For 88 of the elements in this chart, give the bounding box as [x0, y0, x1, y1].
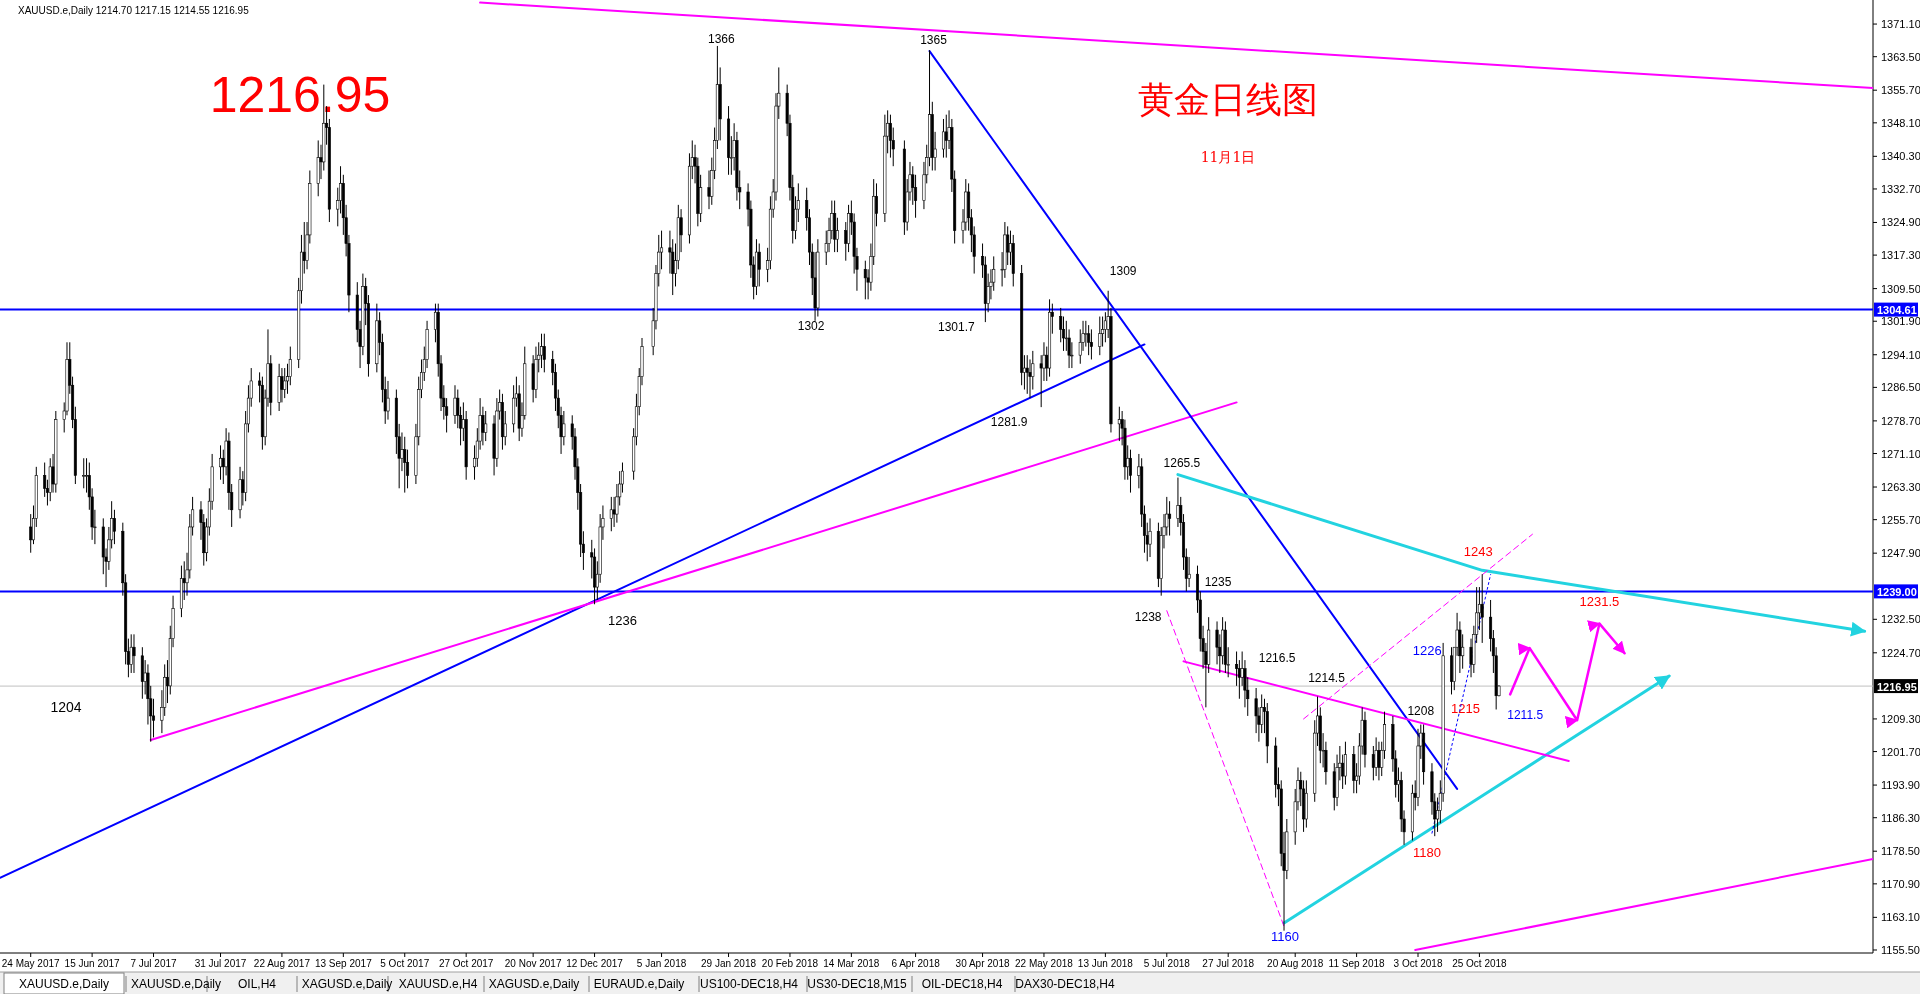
x-tick-label: 27 Jul 2018: [1202, 958, 1255, 969]
y-tick-label: 1201.70: [1881, 745, 1920, 758]
annotation: 1208: [1407, 703, 1435, 718]
x-tick-label: 12 Dec 2017: [566, 958, 624, 969]
y-tick-label: 1224.70: [1881, 646, 1920, 659]
y-tick-label: 1371.10: [1881, 18, 1920, 31]
y-tick-label: 1309.50: [1881, 282, 1920, 295]
x-tick-label: 11 Sep 2018: [1328, 958, 1386, 969]
annotation: 1366: [708, 31, 736, 46]
text: XAUUSD.e,H4: [398, 977, 478, 991]
x-tick-label: 13 Sep 2017: [314, 958, 373, 969]
y-tick-label: 1332.70: [1881, 182, 1920, 195]
x-tick-label: 22 Aug 2017: [253, 958, 311, 969]
annotation: 1281.9: [990, 415, 1028, 430]
y-tick-label: 1263.30: [1881, 481, 1920, 494]
x-tick-label: 5 Oct 2017: [380, 958, 430, 969]
text: US100-DEC18,H4: [699, 977, 799, 991]
x-tick-label: 6 Apr 2018: [891, 958, 941, 969]
annotation: 1309: [1109, 263, 1137, 278]
y-tick-label: 1178.50: [1881, 845, 1920, 858]
text: XAUUSD.e,Daily 1214.70 1217.15 1214.55 1216.95: [18, 5, 250, 16]
x-tick-label: 24 May 2017: [1, 958, 61, 969]
x-tick-label: 27 Oct 2017: [438, 958, 494, 969]
y-tick-label: 1340.30: [1881, 150, 1920, 163]
text: XAUUSD.e,Daily: [130, 977, 222, 991]
x-tick-label: 3 Oct 2018: [1393, 958, 1443, 969]
y-tick-label: 1355.70: [1881, 84, 1920, 97]
annotation: 1243: [1463, 544, 1493, 560]
x-tick-label: 14 Mar 2018: [823, 958, 880, 969]
y-tick-label: 1170.90: [1881, 877, 1920, 890]
y-tick-label: 1317.30: [1881, 249, 1920, 262]
annotation: 1265.5: [1163, 455, 1201, 470]
annotation: 1301.7: [938, 320, 976, 335]
x-tick-label: 20 Aug 2018: [1267, 958, 1324, 969]
annotation: 1214.5: [1308, 670, 1346, 685]
text: OIL-DEC18,H4: [921, 977, 1003, 991]
y-tick-label: 1155.50: [1881, 943, 1920, 956]
x-tick-label: 25 Oct 2018: [1452, 958, 1508, 969]
x-tick-label: 20 Nov 2017: [504, 958, 562, 969]
y-tick-label: 1278.70: [1881, 414, 1920, 427]
annotation: 1235: [1204, 575, 1232, 589]
x-tick-label: 30 Apr 2018: [955, 958, 1010, 969]
text: US30-DEC18,M15: [807, 977, 908, 991]
x-tick-label: 20 Feb 2018: [761, 958, 819, 969]
ref-label: 1239.00: [1874, 584, 1918, 599]
annotation: 1302: [797, 318, 825, 333]
text: XAGUSD.e,Daily: [488, 977, 580, 991]
annotation: 1180: [1413, 844, 1442, 860]
y-tick-label: 1255.70: [1881, 513, 1920, 526]
annotation: 1204: [50, 699, 82, 715]
y-tick-label: 1232.50: [1881, 613, 1920, 626]
y-tick-label: 1186.30: [1881, 811, 1920, 824]
y-tick-label: 1348.10: [1881, 116, 1920, 129]
x-tick-label: 31 Jul 2017: [194, 958, 247, 969]
x-tick-label: 29 Jan 2018: [701, 958, 757, 969]
x-tick-label: 5 Jan 2018: [636, 958, 687, 969]
text: OIL,H4: [237, 977, 277, 991]
annotation: 黄金日线图: [1138, 79, 1318, 120]
annotation: 1216.5: [1258, 651, 1296, 666]
text: EURAUD.e,Daily: [593, 977, 685, 991]
y-tick-label: 1163.10: [1881, 911, 1920, 924]
y-tick-label: 1294.10: [1881, 348, 1920, 361]
annotation: 1231.5: [1579, 593, 1620, 609]
y-tick-label: 1301.90: [1881, 315, 1920, 328]
y-tick-label: 1247.90: [1881, 547, 1920, 560]
text: XAUUSD.e,Daily: [18, 977, 110, 991]
x-tick-label: 7 Jul 2017: [130, 958, 178, 969]
annotation: 1238: [1134, 609, 1162, 624]
x-tick-label: 13 Jun 2018: [1077, 958, 1134, 969]
y-tick-label: 1193.90: [1881, 779, 1920, 792]
text: XAGUSD.e,Daily: [301, 977, 393, 991]
annotation: 11月1日: [1200, 149, 1256, 165]
annotation: 1365: [920, 33, 948, 48]
y-tick-label: 1324.90: [1881, 216, 1920, 229]
annotation: 1215: [1451, 701, 1480, 717]
y-tick-label: 1286.50: [1881, 381, 1920, 394]
annotation: 1236: [608, 613, 638, 629]
text: DAX30-DEC18,H4: [1015, 977, 1116, 991]
annotation: 1160: [1271, 928, 1300, 944]
x-tick-label: 22 May 2018: [1015, 958, 1074, 969]
y-tick-label: 1209.30: [1881, 712, 1920, 725]
annotation: 1226: [1412, 643, 1442, 659]
ref-label: 1216.95: [1874, 679, 1918, 694]
annotation: 1211.5: [1507, 708, 1544, 723]
y-tick-label: 1271.10: [1881, 447, 1920, 460]
x-tick-label: 15 Jun 2017: [64, 958, 121, 969]
x-tick-label: 5 Jul 2018: [1143, 958, 1191, 969]
y-tick-label: 1363.50: [1881, 50, 1920, 63]
